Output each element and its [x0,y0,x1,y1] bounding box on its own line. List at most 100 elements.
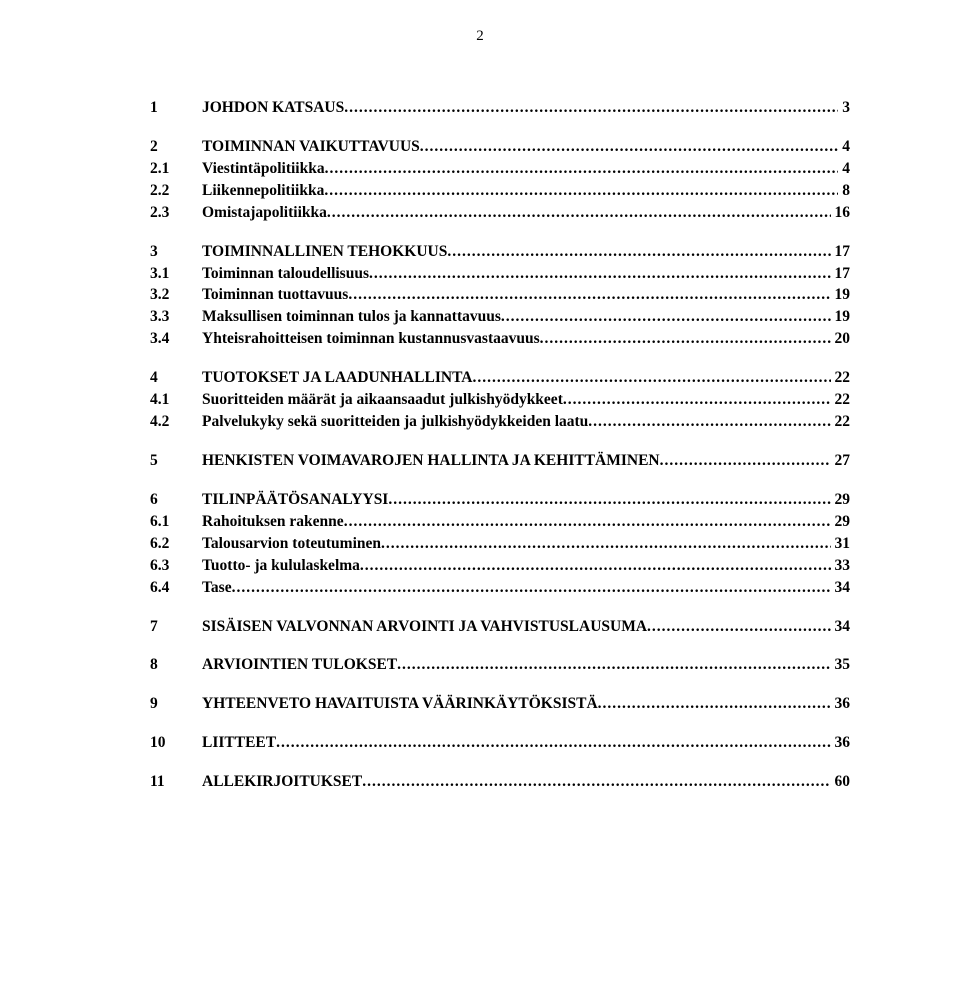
toc-entry-page: 29 [831,512,851,533]
toc-leader-dots [344,98,838,119]
toc-leader-dots [501,307,831,328]
toc-entry-page: 8 [838,181,850,202]
toc-entry: 3.3Maksullisen toiminnan tulos ja kannat… [150,307,850,328]
toc-entry-number: 4.1 [150,390,202,411]
toc-entry-number: 6.4 [150,578,202,599]
toc-entry-page: 60 [831,772,851,793]
toc-entry-page: 3 [838,98,850,119]
toc-entry-number: 3.3 [150,307,202,328]
toc-leader-dots [369,264,831,285]
toc-entry: 6TILINPÄÄTÖSANALYYSI 29 [150,490,850,511]
toc-entry-number: 6.2 [150,534,202,555]
toc-entry: 4.1Suoritteiden määrät ja aikaansaadut j… [150,390,850,411]
toc-entry-number: 6.1 [150,512,202,533]
toc-entry-title: YHTEENVETO HAVAITUISTA VÄÄRINKÄYTÖKSISTÄ [202,694,598,715]
toc-entry-title: Tase [202,578,232,599]
toc-entry-number: 10 [150,733,202,754]
toc-leader-dots [360,556,831,577]
toc-leader-dots [348,285,830,306]
toc-entry: 9YHTEENVETO HAVAITUISTA VÄÄRINKÄYTÖKSIST… [150,694,850,715]
toc-leader-dots [447,242,830,263]
toc-entry-page: 22 [831,412,851,433]
toc-entry-title: Talousarvion toteutuminen [202,534,381,555]
toc-entry-number: 4.2 [150,412,202,433]
toc-entry: 11ALLEKIRJOITUKSET 60 [150,772,850,793]
document-page: 2 1JOHDON KATSAUS 3 2TOIMINNAN VAIKUTTAVU… [0,0,960,993]
toc-entry: 6.3Tuotto- ja kululaskelma 33 [150,556,850,577]
toc-entry-page: 22 [831,390,851,411]
toc-entry-number: 2.2 [150,181,202,202]
toc-entry-title: HENKISTEN VOIMAVAROJEN HALLINTA JA KEHIT… [202,451,660,472]
toc-entry-number: 6 [150,490,202,511]
toc-entry-title: TUOTOKSET JA LAADUNHALLINTA [202,368,472,389]
toc-leader-dots [660,451,831,472]
toc-entry-title: SISÄISEN VALVONNAN ARVOINTI JA VAHVISTUS… [202,617,647,638]
toc-entry-number: 9 [150,694,202,715]
toc-entry-title: Liikennepolitiikka [202,181,324,202]
toc-entry-title: Toiminnan taloudellisuus [202,264,369,285]
toc-leader-dots [232,578,831,599]
toc-entry-title: Yhteisrahoitteisen toiminnan kustannusva… [202,329,540,350]
toc-entry-page: 17 [831,242,851,263]
table-of-contents: 1JOHDON KATSAUS 3 2TOIMINNAN VAIKUTTAVUUS… [150,98,850,793]
toc-entry-title: Palvelukyky sekä suoritteiden ja julkish… [202,412,588,433]
toc-entry-number: 3.2 [150,285,202,306]
toc-entry-number: 5 [150,451,202,472]
toc-entry-page: 16 [831,203,851,224]
toc-entry-number: 2.3 [150,203,202,224]
toc-leader-dots [420,137,838,158]
toc-entry-page: 34 [831,617,851,638]
toc-entry-title: JOHDON KATSAUS [202,98,344,119]
toc-leader-dots [344,512,831,533]
toc-entry: 3.2Toiminnan tuottavuus 19 [150,285,850,306]
toc-entry: 6.1Rahoituksen rakenne 29 [150,512,850,533]
toc-leader-dots [324,181,838,202]
toc-entry: 8ARVIOINTIEN TULOKSET 35 [150,655,850,676]
toc-entry-title: LIITTEET [202,733,276,754]
toc-entry-number: 8 [150,655,202,676]
toc-entry: 2TOIMINNAN VAIKUTTAVUUS 4 [150,137,850,158]
toc-leader-dots [540,329,831,350]
toc-entry-title: TILINPÄÄTÖSANALYYSI [202,490,388,511]
toc-entry-page: 17 [831,264,851,285]
toc-entry-page: 27 [831,451,851,472]
toc-leader-dots [598,694,831,715]
toc-entry-number: 2 [150,137,202,158]
toc-entry-page: 4 [838,137,850,158]
toc-leader-dots [276,733,830,754]
toc-leader-dots [325,159,839,180]
toc-entry-page: 19 [831,307,851,328]
toc-entry-page: 34 [831,578,851,599]
toc-entry-title: TOIMINNALLINEN TEHOKKUUS [202,242,447,263]
toc-entry: 3.4Yhteisrahoitteisen toiminnan kustannu… [150,329,850,350]
toc-entry-page: 33 [831,556,851,577]
toc-entry: 3.1Toiminnan taloudellisuus 17 [150,264,850,285]
toc-entry-title: Tuotto- ja kululaskelma [202,556,360,577]
toc-entry-page: 19 [831,285,851,306]
toc-leader-dots [397,655,830,676]
toc-entry: 3TOIMINNALLINEN TEHOKKUUS 17 [150,242,850,263]
toc-entry: 4.2Palvelukyky sekä suoritteiden ja julk… [150,412,850,433]
toc-entry: 2.2Liikennepolitiikka 8 [150,181,850,202]
toc-entry-title: Rahoituksen rakenne [202,512,344,533]
toc-entry: 10LIITTEET 36 [150,733,850,754]
toc-entry-number: 11 [150,772,202,793]
toc-entry-number: 6.3 [150,556,202,577]
toc-entry-page: 35 [831,655,851,676]
toc-entry: 1JOHDON KATSAUS 3 [150,98,850,119]
toc-entry-page: 20 [831,329,851,350]
toc-entry-number: 1 [150,98,202,119]
toc-entry: 2.1Viestintäpolitiikka 4 [150,159,850,180]
toc-entry-title: ARVIOINTIEN TULOKSET [202,655,397,676]
toc-entry-title: ALLEKIRJOITUKSET [202,772,362,793]
toc-entry: 7SISÄISEN VALVONNAN ARVOINTI JA VAHVISTU… [150,617,850,638]
toc-entry: 4TUOTOKSET JA LAADUNHALLINTA 22 [150,368,850,389]
toc-entry-page: 31 [831,534,851,555]
toc-entry-page: 22 [831,368,851,389]
toc-entry-page: 36 [831,694,851,715]
toc-entry-number: 2.1 [150,159,202,180]
toc-entry-number: 7 [150,617,202,638]
toc-entry-number: 3.1 [150,264,202,285]
toc-entry-title: Suoritteiden määrät ja aikaansaadut julk… [202,390,563,411]
toc-entry: 6.2Talousarvion toteutuminen 31 [150,534,850,555]
